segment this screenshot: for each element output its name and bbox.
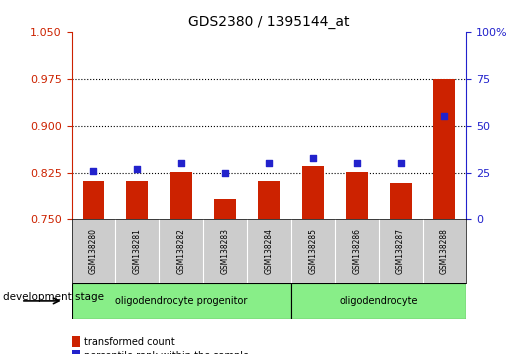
Bar bbox=[258, 181, 280, 219]
Point bbox=[133, 166, 142, 172]
Bar bbox=[302, 166, 324, 219]
Bar bbox=[126, 181, 148, 219]
Text: percentile rank within the sample: percentile rank within the sample bbox=[84, 351, 249, 354]
Text: oligodendrocyte progenitor: oligodendrocyte progenitor bbox=[115, 296, 248, 306]
Point bbox=[177, 160, 186, 166]
Bar bbox=[214, 199, 236, 219]
Text: GSM138288: GSM138288 bbox=[440, 228, 449, 274]
Title: GDS2380 / 1395144_at: GDS2380 / 1395144_at bbox=[188, 16, 350, 29]
Text: GSM138287: GSM138287 bbox=[396, 228, 405, 274]
Point bbox=[352, 160, 361, 166]
Text: GSM138282: GSM138282 bbox=[176, 228, 186, 274]
Text: development stage: development stage bbox=[3, 292, 104, 302]
Text: GSM138280: GSM138280 bbox=[89, 228, 98, 274]
Text: GSM138281: GSM138281 bbox=[133, 228, 142, 274]
Point bbox=[440, 113, 449, 119]
Bar bbox=[390, 183, 412, 219]
Text: GSM138286: GSM138286 bbox=[352, 228, 361, 274]
Point bbox=[89, 168, 98, 173]
Text: transformed count: transformed count bbox=[84, 337, 174, 347]
Bar bbox=[170, 172, 192, 219]
Text: GSM138283: GSM138283 bbox=[220, 228, 229, 274]
Point bbox=[396, 160, 405, 166]
Point bbox=[221, 170, 229, 175]
Text: GSM138284: GSM138284 bbox=[264, 228, 273, 274]
Text: oligodendrocyte: oligodendrocyte bbox=[339, 296, 418, 306]
Bar bbox=[434, 79, 455, 219]
Bar bbox=[291, 283, 466, 319]
Bar bbox=[83, 181, 104, 219]
Point bbox=[264, 160, 273, 166]
Bar bbox=[346, 172, 368, 219]
Bar bbox=[72, 283, 291, 319]
Point bbox=[308, 155, 317, 160]
Text: GSM138285: GSM138285 bbox=[308, 228, 317, 274]
